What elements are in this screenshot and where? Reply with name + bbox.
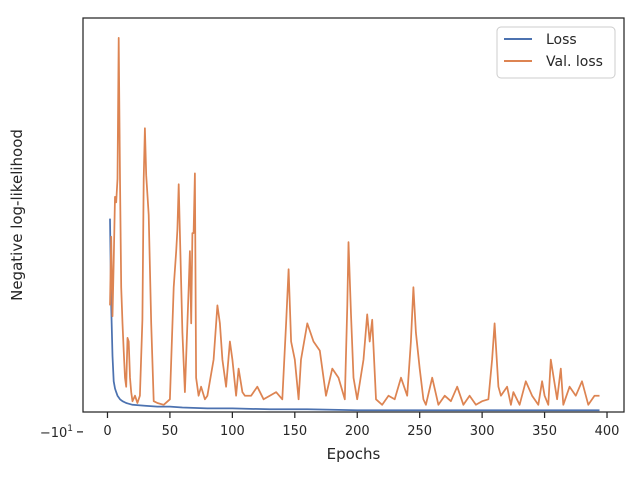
x-tick-label: 300 bbox=[470, 424, 495, 439]
y-tick-label-base: −10 bbox=[40, 426, 67, 441]
x-tick-label: 50 bbox=[162, 424, 179, 439]
legend-label-loss: Loss bbox=[546, 32, 577, 48]
x-tick-label: 0 bbox=[103, 424, 111, 439]
y-tick-label-exponent: 1 bbox=[67, 424, 73, 434]
series-line-loss bbox=[109, 218, 600, 412]
x-tick-label: 150 bbox=[282, 424, 307, 439]
x-tick-label: 200 bbox=[345, 424, 370, 439]
y-tick-label: −101 bbox=[40, 424, 73, 441]
x-tick-label: 100 bbox=[220, 424, 245, 439]
x-axis: 0 50 100 150 200 250 300 350 400 bbox=[103, 412, 619, 439]
y-axis-label: Negative log-likelihood bbox=[8, 129, 26, 301]
x-axis-label: Epochs bbox=[327, 445, 381, 463]
plot-lines bbox=[109, 37, 600, 412]
plot-area-frame bbox=[82, 17, 625, 413]
x-tick-label: 250 bbox=[407, 424, 432, 439]
series-line-val-loss bbox=[109, 37, 600, 406]
legend-label-val-loss: Val. loss bbox=[546, 54, 603, 70]
legend: Loss Val. loss bbox=[496, 26, 616, 79]
x-tick-label: 400 bbox=[595, 424, 620, 439]
y-axis: −101 bbox=[40, 424, 83, 441]
x-tick-label: 350 bbox=[532, 424, 557, 439]
